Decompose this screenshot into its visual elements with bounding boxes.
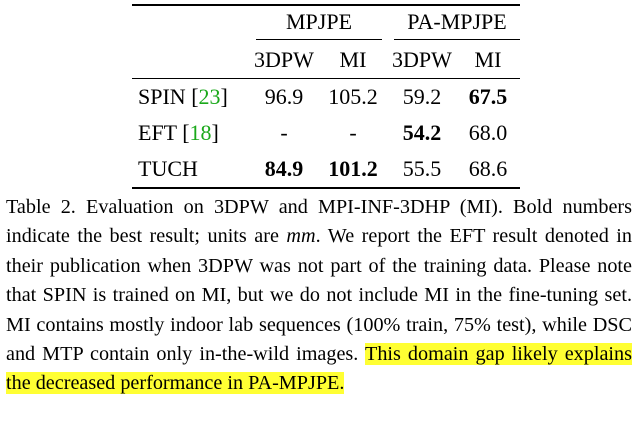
table-group-header-row: MPJPE PA-MPJPE — [132, 4, 520, 42]
group-header-pa-mpjpe: PA-MPJPE — [388, 4, 520, 42]
group-header-mpjpe-label: MPJPE — [256, 9, 382, 40]
value-cell-best: 84.9 — [250, 151, 318, 189]
value-cell: 105.2 — [328, 84, 378, 109]
value-cell: 68.6 — [456, 151, 520, 189]
citation-link[interactable]: 23 — [198, 84, 221, 109]
table-row-spin: SPIN [23] 96.9 105.2 59.2 67.5 — [132, 79, 520, 116]
subheader-mi: MI — [318, 42, 388, 79]
method-cell: SPIN [23] — [138, 84, 228, 109]
method-name: SPIN — [138, 84, 186, 109]
group-header-mpjpe: MPJPE — [250, 4, 388, 42]
caption-units: mm — [286, 225, 316, 248]
subheader-mi: MI — [456, 42, 520, 79]
value-cell-best: 54.2 — [402, 120, 442, 145]
table-row-eft: EFT [18] - - 54.2 68.0 — [132, 115, 520, 151]
method-cell: EFT [18] — [138, 120, 219, 145]
table-subheader-empty — [132, 42, 250, 79]
subheader-3dpw: 3DPW — [388, 42, 456, 79]
value-cell: - — [280, 120, 288, 145]
results-table: MPJPE PA-MPJPE 3DPW MI 3DPW MI SPIN [23]… — [132, 4, 520, 189]
table-corner-cell — [132, 4, 250, 42]
group-header-pa-mpjpe-label: PA-MPJPE — [394, 9, 520, 40]
table-caption: Table 2. Evaluation on 3DPW and MPI-INF-… — [6, 193, 632, 399]
value-cell-best: 101.2 — [318, 151, 388, 189]
method-cell: TUCH — [132, 151, 250, 189]
caption-text-continued: . We report the EFT result denoted in th… — [6, 225, 632, 366]
value-cell: 59.2 — [402, 84, 442, 109]
value-cell-best: 67.5 — [468, 84, 508, 109]
value-cell: - — [349, 120, 357, 145]
method-name: TUCH — [138, 156, 198, 181]
caption-text: Evaluation on 3DPW and MPI-INF-3DHP (MI)… — [6, 196, 632, 248]
table-row-tuch: TUCH 84.9 101.2 55.5 68.6 — [132, 151, 520, 189]
value-cell: 68.0 — [468, 120, 508, 145]
subheader-3dpw: 3DPW — [250, 42, 318, 79]
value-cell: 96.9 — [264, 84, 304, 109]
table-subheader-row: 3DPW MI 3DPW MI — [132, 42, 520, 79]
value-cell: 55.5 — [388, 151, 456, 189]
method-name: EFT — [138, 120, 177, 145]
caption-label: Table 2. — [6, 196, 76, 218]
citation-link[interactable]: 18 — [189, 120, 212, 145]
